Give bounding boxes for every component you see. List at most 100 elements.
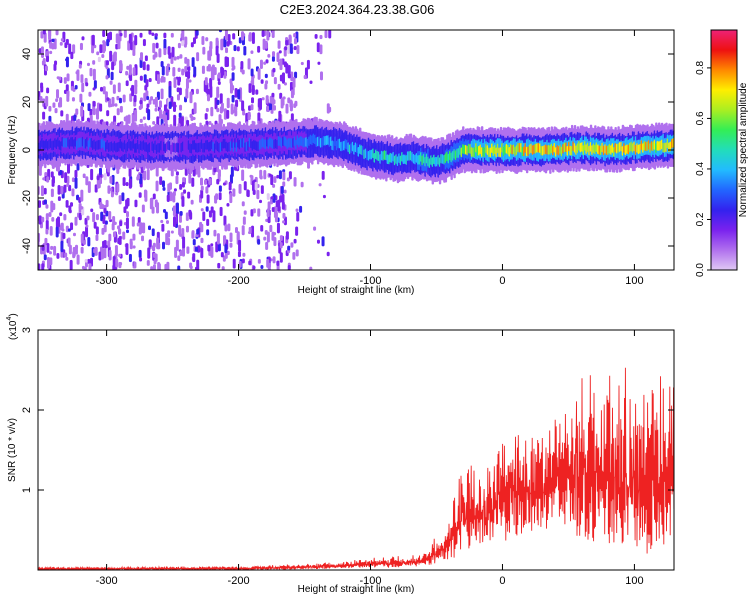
noise-cell [118, 195, 122, 205]
noise-cell [196, 52, 200, 62]
noise-cell [51, 178, 55, 187]
noise-cell [175, 202, 179, 215]
noise-cell [82, 173, 86, 179]
noise-cell [101, 53, 105, 58]
noise-cell [289, 81, 293, 92]
noise-cell [80, 74, 84, 83]
noise-cell [105, 75, 109, 80]
noise-cell [99, 202, 103, 210]
noise-cell [78, 63, 82, 69]
noise-cell [146, 96, 150, 101]
noise-cell [117, 82, 121, 93]
noise-cell [40, 85, 44, 93]
noise-cell [99, 44, 103, 54]
noise-cell [62, 232, 66, 240]
noise-cell [263, 169, 267, 180]
noise-cell [294, 100, 298, 107]
noise-cell [167, 230, 171, 238]
noise-cell [74, 177, 78, 189]
noise-cell [106, 110, 110, 117]
noise-cell [224, 244, 228, 254]
noise-cell [181, 30, 185, 41]
noise-cell [231, 72, 235, 81]
noise-cell [65, 58, 69, 62]
noise-cell [146, 260, 150, 266]
noise-cell [55, 30, 59, 36]
noise-cell [328, 30, 332, 39]
noise-cell [271, 206, 275, 212]
noise-cell [217, 169, 221, 178]
noise-cell [151, 32, 155, 37]
noise-cell [128, 33, 132, 44]
noise-cell [278, 170, 282, 180]
noise-cell [277, 83, 281, 90]
noise-cell [299, 205, 303, 213]
spectrogram-ytick-label: 40 [21, 48, 33, 60]
noise-cell [45, 204, 49, 209]
noise-cell [207, 94, 211, 102]
noise-cell [123, 206, 127, 214]
noise-cell [296, 44, 300, 55]
noise-cell [175, 175, 179, 185]
noise-cell [161, 180, 165, 188]
noise-cell [50, 188, 54, 198]
noise-cell [85, 224, 89, 228]
noise-cell [269, 103, 273, 111]
noise-cell [155, 42, 159, 49]
noise-cell [207, 64, 211, 72]
noise-cell [218, 30, 222, 33]
noise-cell [45, 213, 49, 221]
noise-cell [139, 118, 143, 123]
noise-cell [188, 210, 192, 217]
noise-cell [150, 96, 154, 101]
noise-cell [128, 253, 132, 263]
noise-cell [143, 92, 147, 102]
colorbar [710, 29, 738, 271]
noise-cell [271, 92, 275, 98]
noise-cell [177, 265, 181, 270]
noise-cell [241, 201, 245, 207]
noise-cell [138, 249, 142, 258]
noise-cell [95, 213, 99, 221]
noise-cell [45, 95, 49, 107]
noise-cell [295, 226, 299, 236]
noise-cell [115, 192, 119, 196]
noise-cell [282, 212, 286, 219]
noise-cell [140, 52, 144, 61]
noise-cell [271, 51, 275, 57]
noise-cell [272, 67, 276, 73]
noise-cell [196, 228, 200, 235]
noise-cell [160, 75, 164, 83]
noise-cell [122, 177, 126, 186]
noise-cell [66, 175, 70, 184]
noise-cell [265, 59, 269, 64]
noise-cell [56, 253, 60, 259]
noise-cell [303, 74, 307, 80]
noise-cell [192, 239, 196, 246]
noise-cell [115, 258, 119, 268]
noise-cell [200, 247, 204, 259]
noise-cell [270, 174, 274, 186]
noise-cell [209, 41, 213, 50]
noise-cell [200, 237, 204, 244]
noise-cell [169, 191, 173, 202]
noise-cell [177, 76, 181, 83]
noise-cell [102, 214, 106, 220]
noise-cell [260, 264, 264, 269]
noise-cell [105, 199, 109, 208]
noise-cell [193, 102, 197, 114]
noise-cell [66, 73, 70, 82]
noise-cell [85, 226, 89, 238]
noise-cell [242, 216, 246, 225]
noise-cell [96, 51, 100, 56]
noise-cell [282, 96, 286, 100]
noise-cell [194, 246, 198, 252]
noise-cell [215, 241, 219, 253]
noise-cell [204, 113, 208, 120]
noise-cell [119, 220, 123, 227]
noise-cell [133, 261, 137, 269]
noise-cell [322, 194, 326, 199]
noise-cell [256, 189, 260, 200]
noise-cell [273, 232, 277, 236]
noise-cell [42, 111, 46, 120]
